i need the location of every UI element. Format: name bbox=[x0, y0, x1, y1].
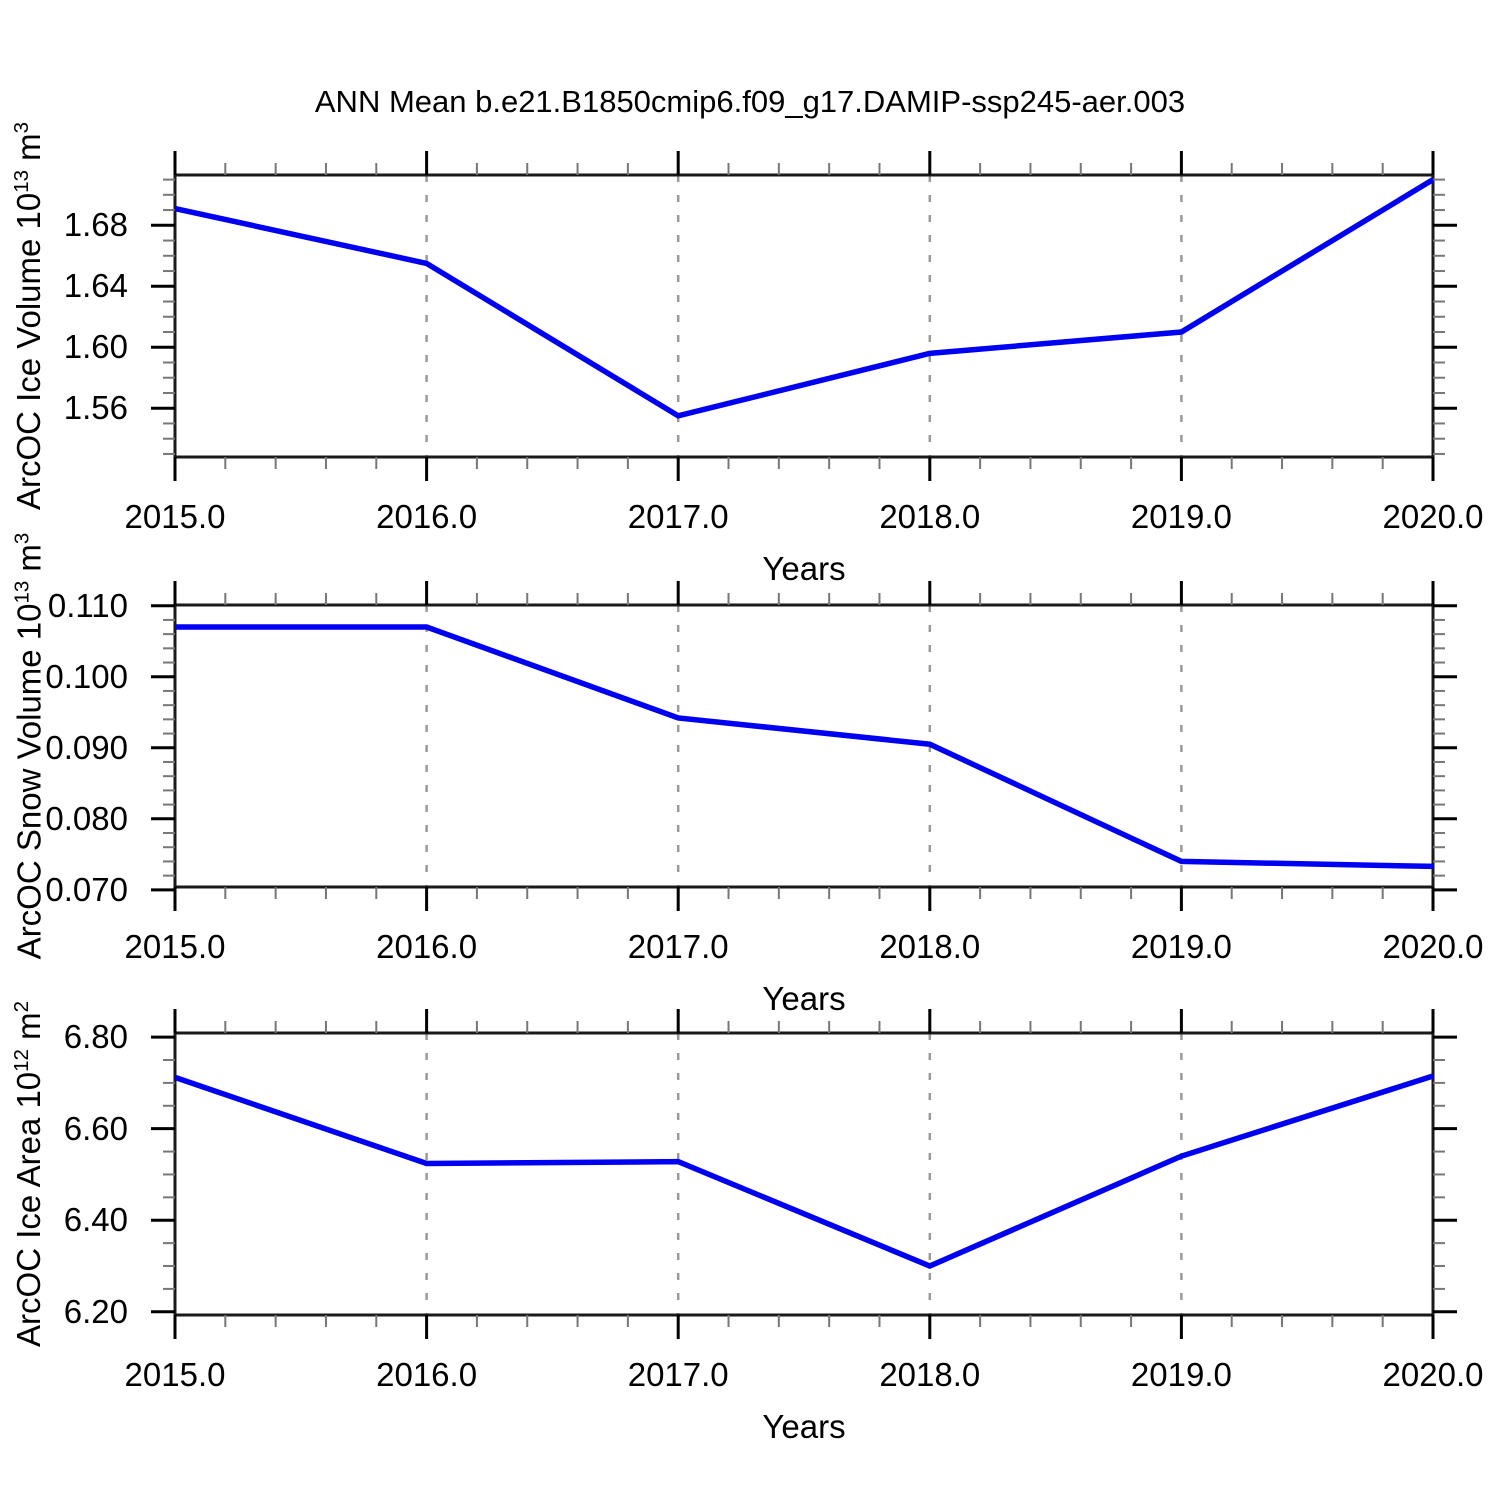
y-axis-label-unit-exponent: 2 bbox=[10, 1001, 33, 1013]
x-tick-label: 2017.0 bbox=[627, 928, 729, 965]
x-tick-label: 2018.0 bbox=[879, 928, 981, 965]
x-tick-label: 2017.0 bbox=[627, 1356, 729, 1393]
data-line bbox=[174, 1073, 1434, 1270]
x-tick-label: 2019.0 bbox=[1130, 928, 1232, 965]
y-axis-label-exponent: 13 bbox=[10, 170, 33, 193]
y-tick-label: 1.68 bbox=[63, 206, 128, 244]
y-axis-label-unit: m bbox=[10, 544, 47, 581]
y-axis-label-text: ArcOC Ice Volume 1013 m3 bbox=[10, 122, 48, 510]
plot-frame bbox=[173, 1031, 1435, 1317]
y-tick-label: 0.070 bbox=[45, 870, 128, 908]
y-axis-label-unit-exponent: 3 bbox=[10, 121, 33, 134]
y-tick-label: 0.080 bbox=[45, 799, 128, 837]
x-tick-label: 2019.0 bbox=[1130, 498, 1232, 535]
y-tick-label: 6.60 bbox=[63, 1109, 128, 1147]
x-tick-label: 2015.0 bbox=[124, 928, 226, 965]
y-tick-label: 1.60 bbox=[63, 328, 128, 366]
x-tick-label: 2020.0 bbox=[1382, 498, 1484, 535]
data-line bbox=[175, 624, 1434, 870]
x-axis-label: Years bbox=[762, 980, 846, 1017]
x-axis-label: Years bbox=[762, 1408, 846, 1445]
x-tick-label: 2019.0 bbox=[1130, 1356, 1232, 1393]
x-tick-label: 2015.0 bbox=[124, 498, 226, 535]
x-axis-label: Years bbox=[762, 550, 846, 587]
x-tick-label: 2017.0 bbox=[627, 498, 729, 535]
x-tick-label: 2016.0 bbox=[376, 1356, 478, 1393]
y-tick-label: 1.56 bbox=[63, 389, 128, 427]
y-tick-label: 0.090 bbox=[45, 728, 128, 766]
x-tick-label: 2020.0 bbox=[1382, 1356, 1484, 1393]
y-axis-label-unit: m bbox=[10, 133, 47, 170]
data-line bbox=[174, 177, 1435, 419]
x-tick-label: 2018.0 bbox=[879, 498, 981, 535]
y-tick-label: 0.100 bbox=[45, 657, 128, 695]
y-axis-label-unit-exponent: 3 bbox=[10, 532, 33, 545]
x-tick-label: 2016.0 bbox=[376, 928, 478, 965]
x-tick-label: 2018.0 bbox=[879, 1356, 981, 1393]
y-tick-label: 1.64 bbox=[63, 267, 128, 305]
x-tick-label: 2016.0 bbox=[376, 498, 478, 535]
plot-frame bbox=[173, 173, 1435, 459]
y-tick-label: 6.20 bbox=[63, 1292, 128, 1330]
x-tick-label: 2020.0 bbox=[1382, 928, 1484, 965]
y-axis-label-ice-area: ArcOC Ice Area 1012 m2 bbox=[0, 1001, 58, 1347]
y-tick-label: 6.40 bbox=[63, 1201, 128, 1239]
x-tick-label: 2015.0 bbox=[124, 1356, 226, 1393]
y-tick-label: 0.110 bbox=[47, 586, 128, 624]
y-tick-label: 6.80 bbox=[63, 1018, 128, 1056]
page-title: ANN Mean b.e21.B1850cmip6.f09_g17.DAMIP-… bbox=[314, 84, 1186, 119]
plot-frame bbox=[173, 603, 1435, 889]
